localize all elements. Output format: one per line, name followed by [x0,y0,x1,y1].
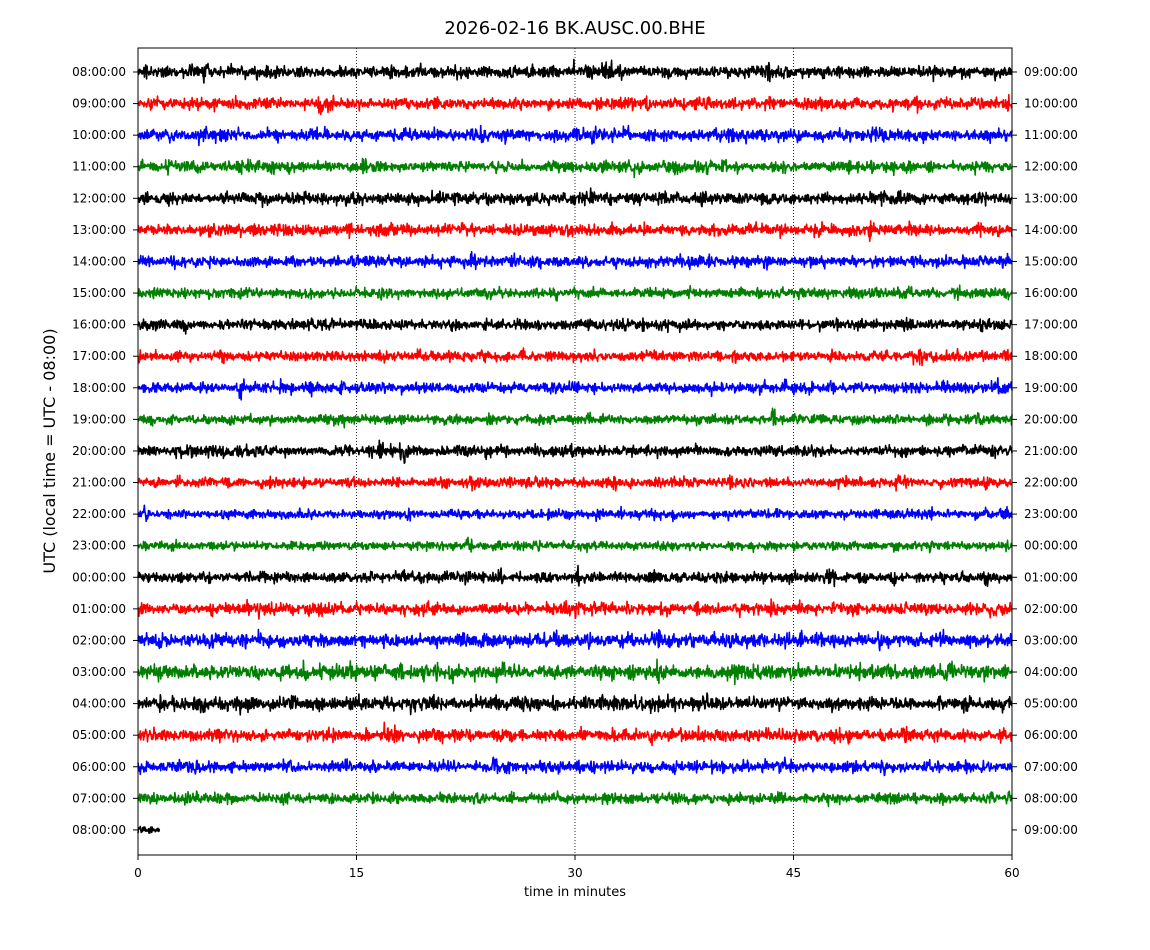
y-tick-label-right: 22:00:00 [1024,476,1078,490]
y-tick-label-left: 05:00:00 [72,728,126,742]
y-tick-label-right: 00:00:00 [1024,539,1078,553]
axis-layer: 0 15 30 45 60 08:00:00 09:00:00 10:00:00 11:00:0… [72,65,1078,880]
y-tick-label-right: 17:00:00 [1024,318,1078,332]
y-tick-label-left: 02:00:00 [72,633,126,647]
y-tick-label-right: 07:00:00 [1024,760,1078,774]
y-tick-label-right: 21:00:00 [1024,444,1078,458]
trace-row-9 [137,347,1013,367]
y-tick-label-right: 15:00:00 [1024,254,1078,268]
y-tick-label-left: 15:00:00 [72,286,126,300]
y-tick-label-right: 11:00:00 [1024,128,1078,142]
trace-row-1 [137,93,1013,116]
y-tick-label-right: 05:00:00 [1024,697,1078,711]
trace-row-8 [137,316,1013,335]
y-tick-label-right: 09:00:00 [1024,65,1078,79]
y-tick-label-left: 11:00:00 [72,160,126,174]
trace-row-4 [137,187,1013,209]
y-tick-label-left: 19:00:00 [72,412,126,426]
y-tick-label-right: 18:00:00 [1024,349,1078,363]
y-tick-label-left: 09:00:00 [72,97,126,111]
y-tick-label-left: 17:00:00 [72,349,126,363]
trace-row-20 [137,692,1013,716]
trace-row-21 [137,721,1013,747]
x-tick-label: 0 [134,866,142,880]
trace-row-0 [137,58,1013,84]
x-tick-label: 15 [349,866,364,880]
y-tick-label-right: 10:00:00 [1024,97,1078,111]
trace-row-18 [137,628,1013,652]
y-tick-label-right: 02:00:00 [1024,602,1078,616]
vertical-gridlines [356,48,794,855]
trace-layer [137,58,1013,834]
y-tick-label-right: 08:00:00 [1024,791,1078,805]
trace-row-6 [137,250,1013,271]
trace-row-16 [137,564,1013,588]
y-tick-label-right: 12:00:00 [1024,160,1078,174]
y-tick-label-right: 23:00:00 [1024,507,1078,521]
y-tick-label-left: 04:00:00 [72,697,126,711]
y-tick-label-left: 03:00:00 [72,665,126,679]
y-tick-label-left: 06:00:00 [72,760,126,774]
y-tick-label-right: 19:00:00 [1024,381,1078,395]
trace-row-10 [137,376,1013,401]
trace-row-22 [137,756,1013,777]
y-tick-label-left: 14:00:00 [72,254,126,268]
y-tick-label-left: 22:00:00 [72,507,126,521]
trace-row-15 [137,536,1013,554]
y-tick-label-left: 21:00:00 [72,476,126,490]
y-tick-label-right: 13:00:00 [1024,191,1078,205]
x-tick-label: 30 [567,866,582,880]
trace-row-11 [137,407,1013,429]
trace-row-14 [137,504,1013,523]
trace-row-12 [137,439,1013,465]
trace-row-24 [137,825,161,834]
y-tick-label-right: 14:00:00 [1024,223,1078,237]
trace-row-3 [137,157,1013,179]
y-tick-label-right: 09:00:00 [1024,823,1078,837]
plot-frame [137,47,1013,856]
y-tick-label-left: 20:00:00 [72,444,126,458]
y-tick-label-left: 13:00:00 [72,223,126,237]
y-tick-label-right: 04:00:00 [1024,665,1078,679]
y-tick-label-left: 07:00:00 [72,791,126,805]
x-tick-label: 45 [786,866,801,880]
y-tick-label-left: 12:00:00 [72,191,126,205]
y-axis-label: UTC (local time = UTC - 08:00) [40,328,59,573]
trace-row-5 [137,220,1013,242]
trace-row-2 [137,124,1013,147]
x-axis-label: time in minutes [524,885,626,900]
trace-row-7 [137,284,1013,302]
y-tick-label-right: 01:00:00 [1024,570,1078,584]
y-tick-label-left: 16:00:00 [72,318,126,332]
chart-title: 2026-02-16 BK.AUSC.00.BHE [444,18,705,39]
trace-row-13 [137,474,1013,492]
trace-row-19 [137,658,1013,686]
y-tick-label-right: 06:00:00 [1024,728,1078,742]
y-tick-label-right: 20:00:00 [1024,412,1078,426]
y-tick-label-right: 16:00:00 [1024,286,1078,300]
y-tick-label-left: 01:00:00 [72,602,126,616]
y-tick-label-left: 10:00:00 [72,128,126,142]
trace-row-23 [137,790,1013,808]
y-tick-label-left: 00:00:00 [72,570,126,584]
y-tick-label-left: 18:00:00 [72,381,126,395]
x-tick-label: 60 [1004,866,1019,880]
y-tick-label-left: 08:00:00 [72,65,126,79]
trace-row-17 [137,598,1013,620]
y-tick-label-left: 23:00:00 [72,539,126,553]
y-tick-label-right: 03:00:00 [1024,633,1078,647]
y-tick-label-left: 08:00:00 [72,823,126,837]
